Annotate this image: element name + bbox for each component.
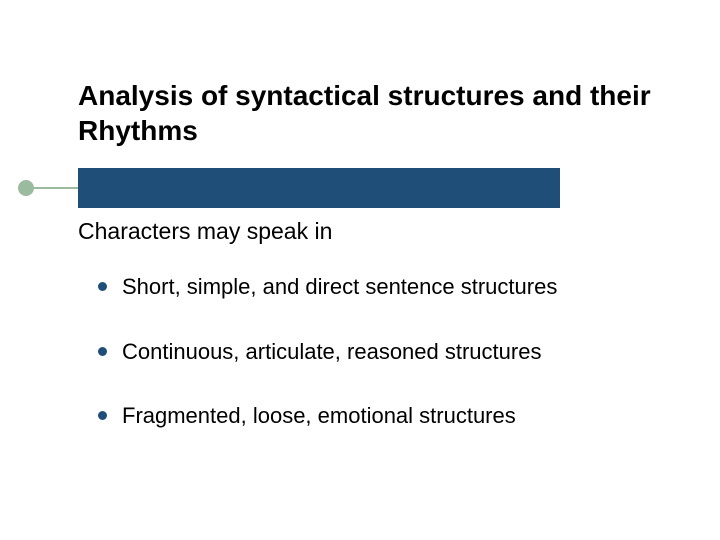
underline-connector-line [26, 187, 78, 189]
underline-bar [78, 168, 560, 208]
slide-container: Analysis of syntactical structures and t… [0, 0, 720, 540]
slide-title: Analysis of syntactical structures and t… [78, 78, 660, 148]
list-item: Continuous, articulate, reasoned structu… [98, 338, 660, 367]
bullet-list: Short, simple, and direct sentence struc… [78, 273, 660, 431]
list-item: Fragmented, loose, emotional structures [98, 402, 660, 431]
title-underline-decoration [0, 168, 560, 208]
list-item: Short, simple, and direct sentence struc… [98, 273, 660, 302]
intro-text: Characters may speak in [78, 218, 660, 245]
